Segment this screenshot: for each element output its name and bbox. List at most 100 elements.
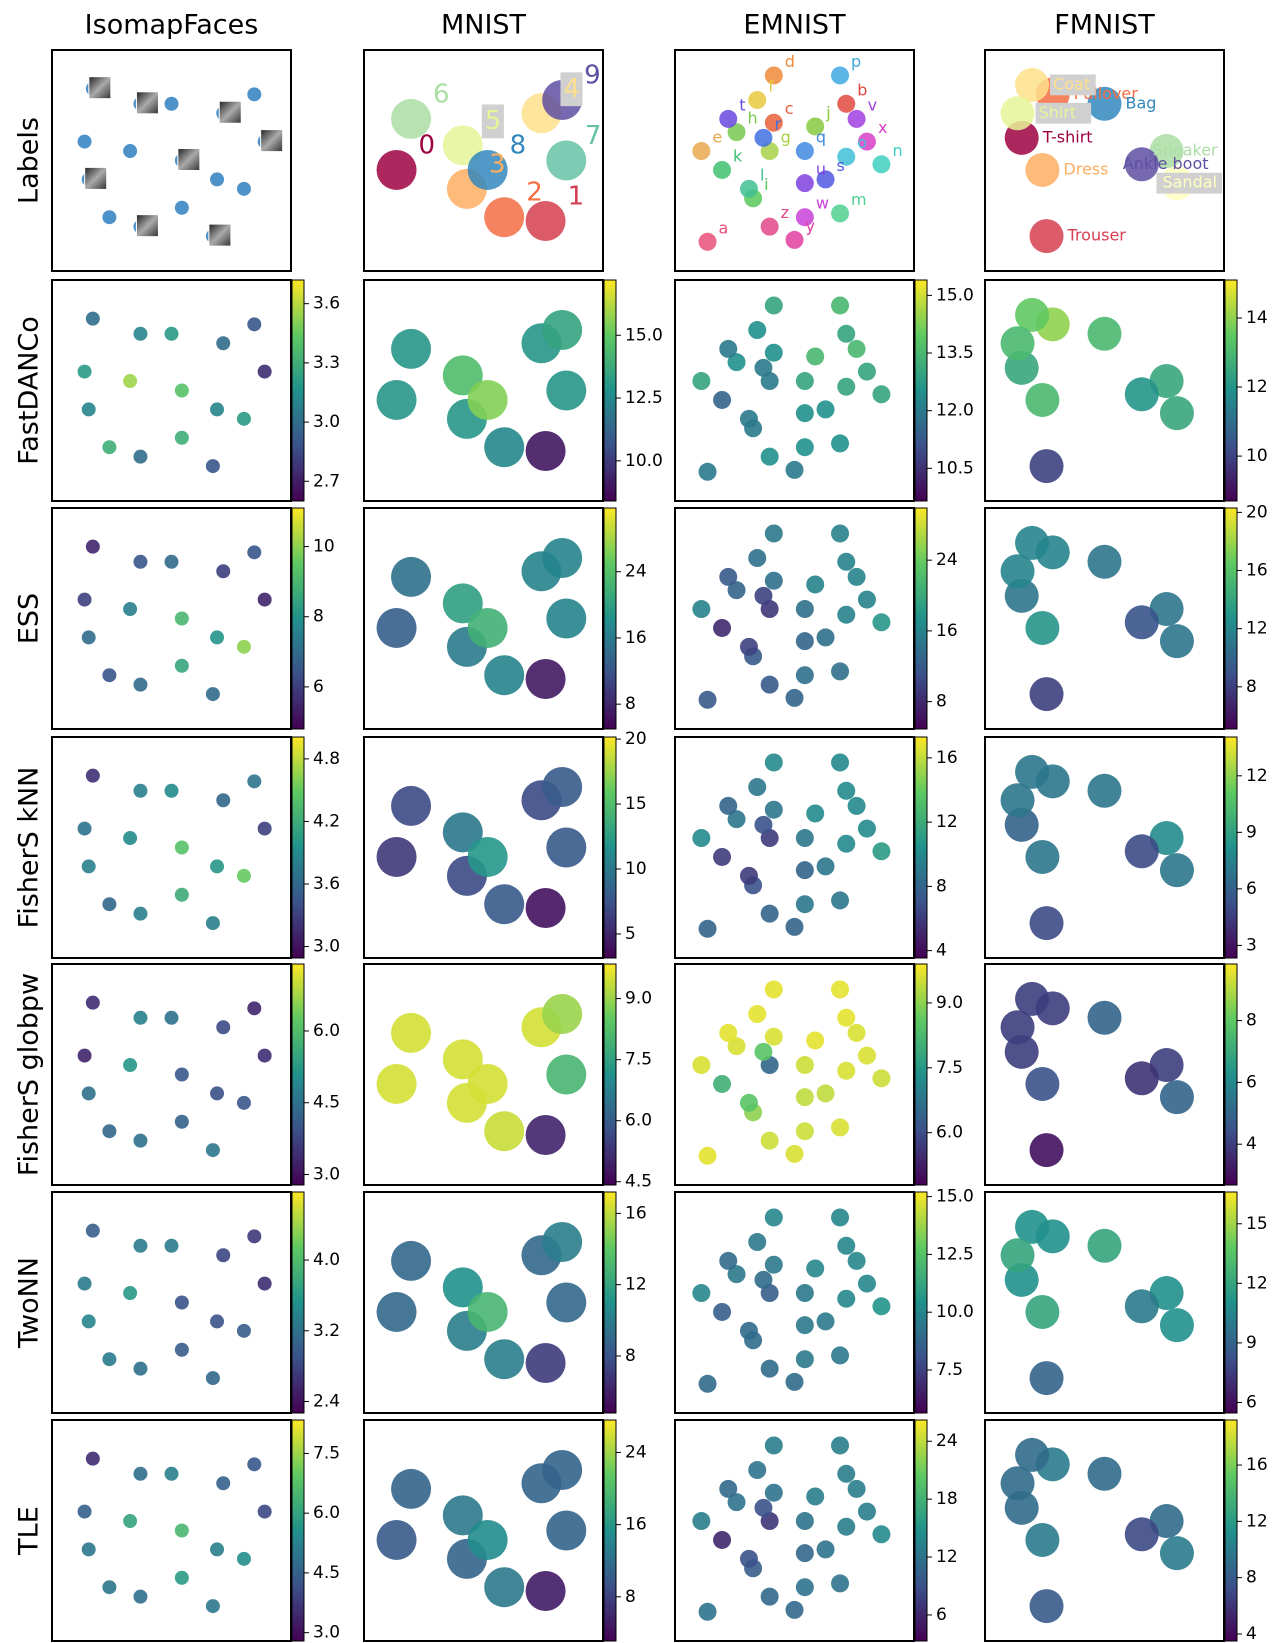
colorbar-tick-label: 3.6	[313, 294, 340, 314]
point	[102, 210, 116, 224]
point	[484, 655, 524, 695]
class-label: Bag	[1126, 93, 1157, 112]
point	[175, 841, 189, 855]
colorbar-tick-label: 8	[1246, 1568, 1257, 1588]
point	[546, 141, 586, 181]
class-label: c	[785, 99, 794, 118]
colorbar-tick-label: 3.0	[313, 937, 340, 957]
point	[133, 1134, 147, 1148]
point	[713, 848, 731, 866]
point	[1088, 1457, 1122, 1491]
point	[765, 524, 783, 542]
point	[692, 1512, 710, 1530]
point	[165, 97, 179, 111]
colorbar	[604, 1420, 616, 1641]
point	[848, 1024, 866, 1042]
colorbar-tick-label: 24	[625, 1442, 647, 1462]
point	[391, 329, 431, 369]
colorbar	[604, 1192, 616, 1413]
point	[468, 380, 508, 420]
colorbar-tick-label: 6	[936, 1605, 947, 1625]
point	[837, 325, 855, 343]
point	[837, 1518, 855, 1536]
point	[237, 1096, 251, 1110]
point	[872, 385, 890, 403]
point	[78, 593, 92, 607]
point	[1125, 377, 1159, 411]
point	[377, 1064, 417, 1104]
point	[1160, 1080, 1194, 1114]
panel-frame	[52, 280, 291, 501]
point	[377, 150, 417, 190]
colorbar-tick-label: 4.0	[313, 1250, 340, 1270]
point	[377, 380, 417, 420]
point	[237, 412, 251, 426]
colorbar-tick-label: 8	[313, 607, 324, 627]
point	[765, 344, 783, 362]
point	[377, 1292, 417, 1332]
row-label: FisherS kNN	[14, 767, 45, 929]
class-label: w	[816, 194, 829, 213]
point	[102, 440, 116, 454]
point	[133, 1362, 147, 1376]
colorbar	[604, 280, 616, 501]
point	[796, 1088, 814, 1106]
point	[86, 769, 100, 783]
point	[692, 1056, 710, 1074]
colorbar-tick-label: 12.5	[936, 1244, 974, 1264]
colorbar-tick-label: 2.7	[313, 471, 340, 491]
point	[699, 233, 717, 251]
colorbar-tick-label: 4	[1246, 1624, 1257, 1643]
point	[831, 1436, 849, 1454]
point	[765, 1028, 783, 1046]
point	[210, 1542, 224, 1556]
colorbar	[915, 1420, 927, 1641]
point	[1025, 383, 1059, 417]
colorbar	[915, 964, 927, 1185]
point	[1160, 396, 1194, 430]
point	[837, 1237, 855, 1255]
point	[765, 980, 783, 998]
point	[133, 1590, 147, 1604]
class-label: r	[774, 114, 781, 133]
colorbar-tick-label: 7.5	[936, 1058, 963, 1078]
point	[786, 918, 804, 936]
point	[740, 410, 758, 428]
point	[858, 820, 876, 838]
point	[754, 816, 772, 834]
colorbar-tick-label: 12	[625, 1275, 647, 1295]
point	[484, 884, 524, 924]
colorbar-tick-label: 8	[1246, 677, 1257, 697]
colorbar-tick-label: 8	[936, 876, 947, 896]
point	[740, 1550, 758, 1568]
colorbar-tick-label: 12	[1246, 766, 1268, 786]
point	[719, 110, 737, 128]
point	[765, 572, 783, 590]
point	[740, 1094, 758, 1112]
point	[216, 1248, 230, 1262]
class-label: Coat	[1053, 74, 1090, 93]
class-label: h	[748, 109, 758, 128]
point	[210, 859, 224, 873]
point	[858, 363, 876, 381]
class-label: 5	[485, 106, 502, 136]
point	[806, 1031, 824, 1049]
colorbar-tick-label: 6	[1246, 879, 1257, 899]
point	[484, 197, 524, 237]
colorbar-tick-label: 15	[1246, 1214, 1268, 1234]
point	[1160, 624, 1194, 658]
point	[78, 1505, 92, 1519]
point	[123, 144, 137, 158]
point	[542, 538, 582, 578]
point	[78, 822, 92, 836]
point	[765, 1208, 783, 1226]
class-label: y	[806, 216, 815, 235]
point	[391, 1013, 431, 1053]
point	[692, 1284, 710, 1302]
point	[86, 1452, 100, 1466]
point	[542, 1222, 582, 1262]
point	[1160, 853, 1194, 887]
point	[1025, 840, 1059, 874]
colorbar-tick-label: 6.0	[313, 1503, 340, 1523]
colorbar	[1225, 508, 1237, 729]
